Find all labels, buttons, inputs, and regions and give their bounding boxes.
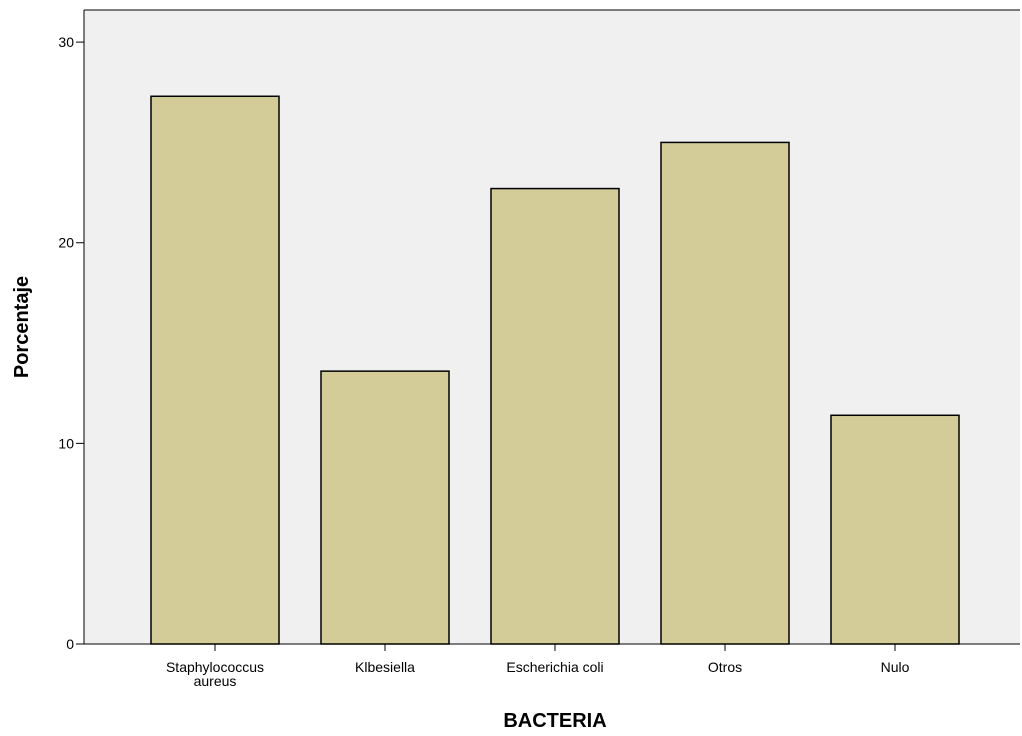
bar-2 bbox=[320, 370, 450, 645]
bar-4 bbox=[660, 141, 790, 645]
x-axis-ticks: Staphylococcus aureus Klbesiella Escherichi… bbox=[166, 644, 910, 689]
x-axis-title: BACTERIA bbox=[503, 710, 606, 732]
x-tick-label-3: Escherichia coli bbox=[506, 659, 603, 675]
x-tick-label-5: Nulo bbox=[881, 659, 910, 675]
y-axis-title: Porcentaje bbox=[11, 276, 33, 378]
bar-3 bbox=[490, 187, 620, 645]
bars bbox=[150, 95, 960, 645]
y-axis-ticks: 0 10 20 30 bbox=[58, 34, 84, 652]
y-tick-label-1: 0 bbox=[66, 636, 74, 652]
y-tick-label-2: 10 bbox=[58, 435, 74, 451]
y-tick-label-4: 30 bbox=[58, 34, 74, 50]
y-tick-label-3: 20 bbox=[58, 235, 74, 251]
x-tick-label-2: Klbesiella bbox=[355, 659, 415, 675]
bar-1 bbox=[150, 95, 280, 645]
x-tick-label-4: Otros bbox=[708, 659, 742, 675]
x-tick-label-1: Staphylococcus aureus bbox=[166, 659, 264, 689]
bar-5 bbox=[830, 414, 960, 645]
